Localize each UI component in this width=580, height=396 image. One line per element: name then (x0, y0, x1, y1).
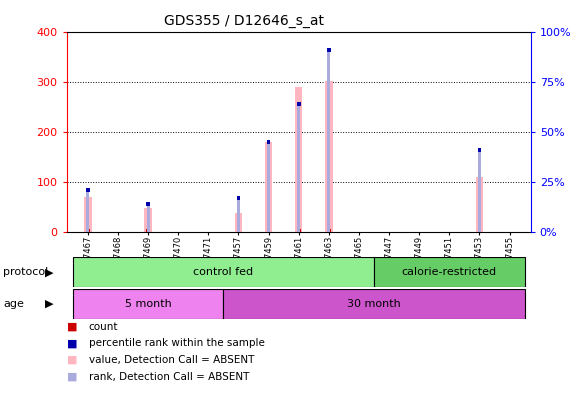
Text: ▶: ▶ (45, 267, 53, 277)
Bar (72, 289, 223, 319)
Bar (223, 289, 525, 319)
Bar (144, 208, 152, 232)
Bar (147, 202, 150, 232)
Bar (297, 102, 300, 232)
Text: value, Detection Call = ABSENT: value, Detection Call = ABSENT (89, 355, 254, 365)
Text: age: age (3, 299, 24, 309)
Bar (146, 229, 150, 232)
Bar (86, 188, 89, 192)
Bar (86, 229, 89, 232)
Bar (297, 229, 300, 232)
Bar (478, 229, 481, 232)
Bar (237, 196, 240, 200)
Bar (265, 142, 273, 232)
Bar (267, 140, 270, 144)
Bar (237, 229, 240, 232)
Bar (72, 257, 374, 287)
Bar (476, 177, 483, 232)
Text: ■: ■ (67, 338, 77, 348)
Text: GDS355 / D12646_s_at: GDS355 / D12646_s_at (164, 14, 324, 28)
Bar (84, 197, 92, 232)
Text: 5 month: 5 month (125, 299, 172, 309)
Bar (478, 148, 481, 152)
Text: protocol: protocol (3, 267, 48, 277)
Bar (267, 140, 270, 232)
Bar (297, 102, 300, 106)
Bar (374, 257, 525, 287)
Text: control fed: control fed (193, 267, 253, 277)
Bar (478, 148, 481, 232)
Bar (327, 229, 331, 232)
Bar (146, 202, 150, 206)
Text: percentile rank within the sample: percentile rank within the sample (89, 338, 264, 348)
Text: rank, Detection Call = ABSENT: rank, Detection Call = ABSENT (89, 371, 249, 382)
Bar (327, 48, 331, 232)
Text: ■: ■ (67, 371, 77, 382)
Bar (267, 229, 270, 232)
Bar (86, 188, 89, 232)
Bar (237, 196, 240, 232)
Text: ▶: ▶ (45, 299, 53, 309)
Text: count: count (89, 322, 118, 332)
Text: ■: ■ (67, 355, 77, 365)
Text: ■: ■ (67, 322, 77, 332)
Bar (327, 48, 331, 51)
Bar (325, 81, 332, 232)
Bar (295, 87, 302, 232)
Text: calorie-restricted: calorie-restricted (402, 267, 497, 277)
Bar (235, 213, 242, 232)
Text: 30 month: 30 month (347, 299, 401, 309)
